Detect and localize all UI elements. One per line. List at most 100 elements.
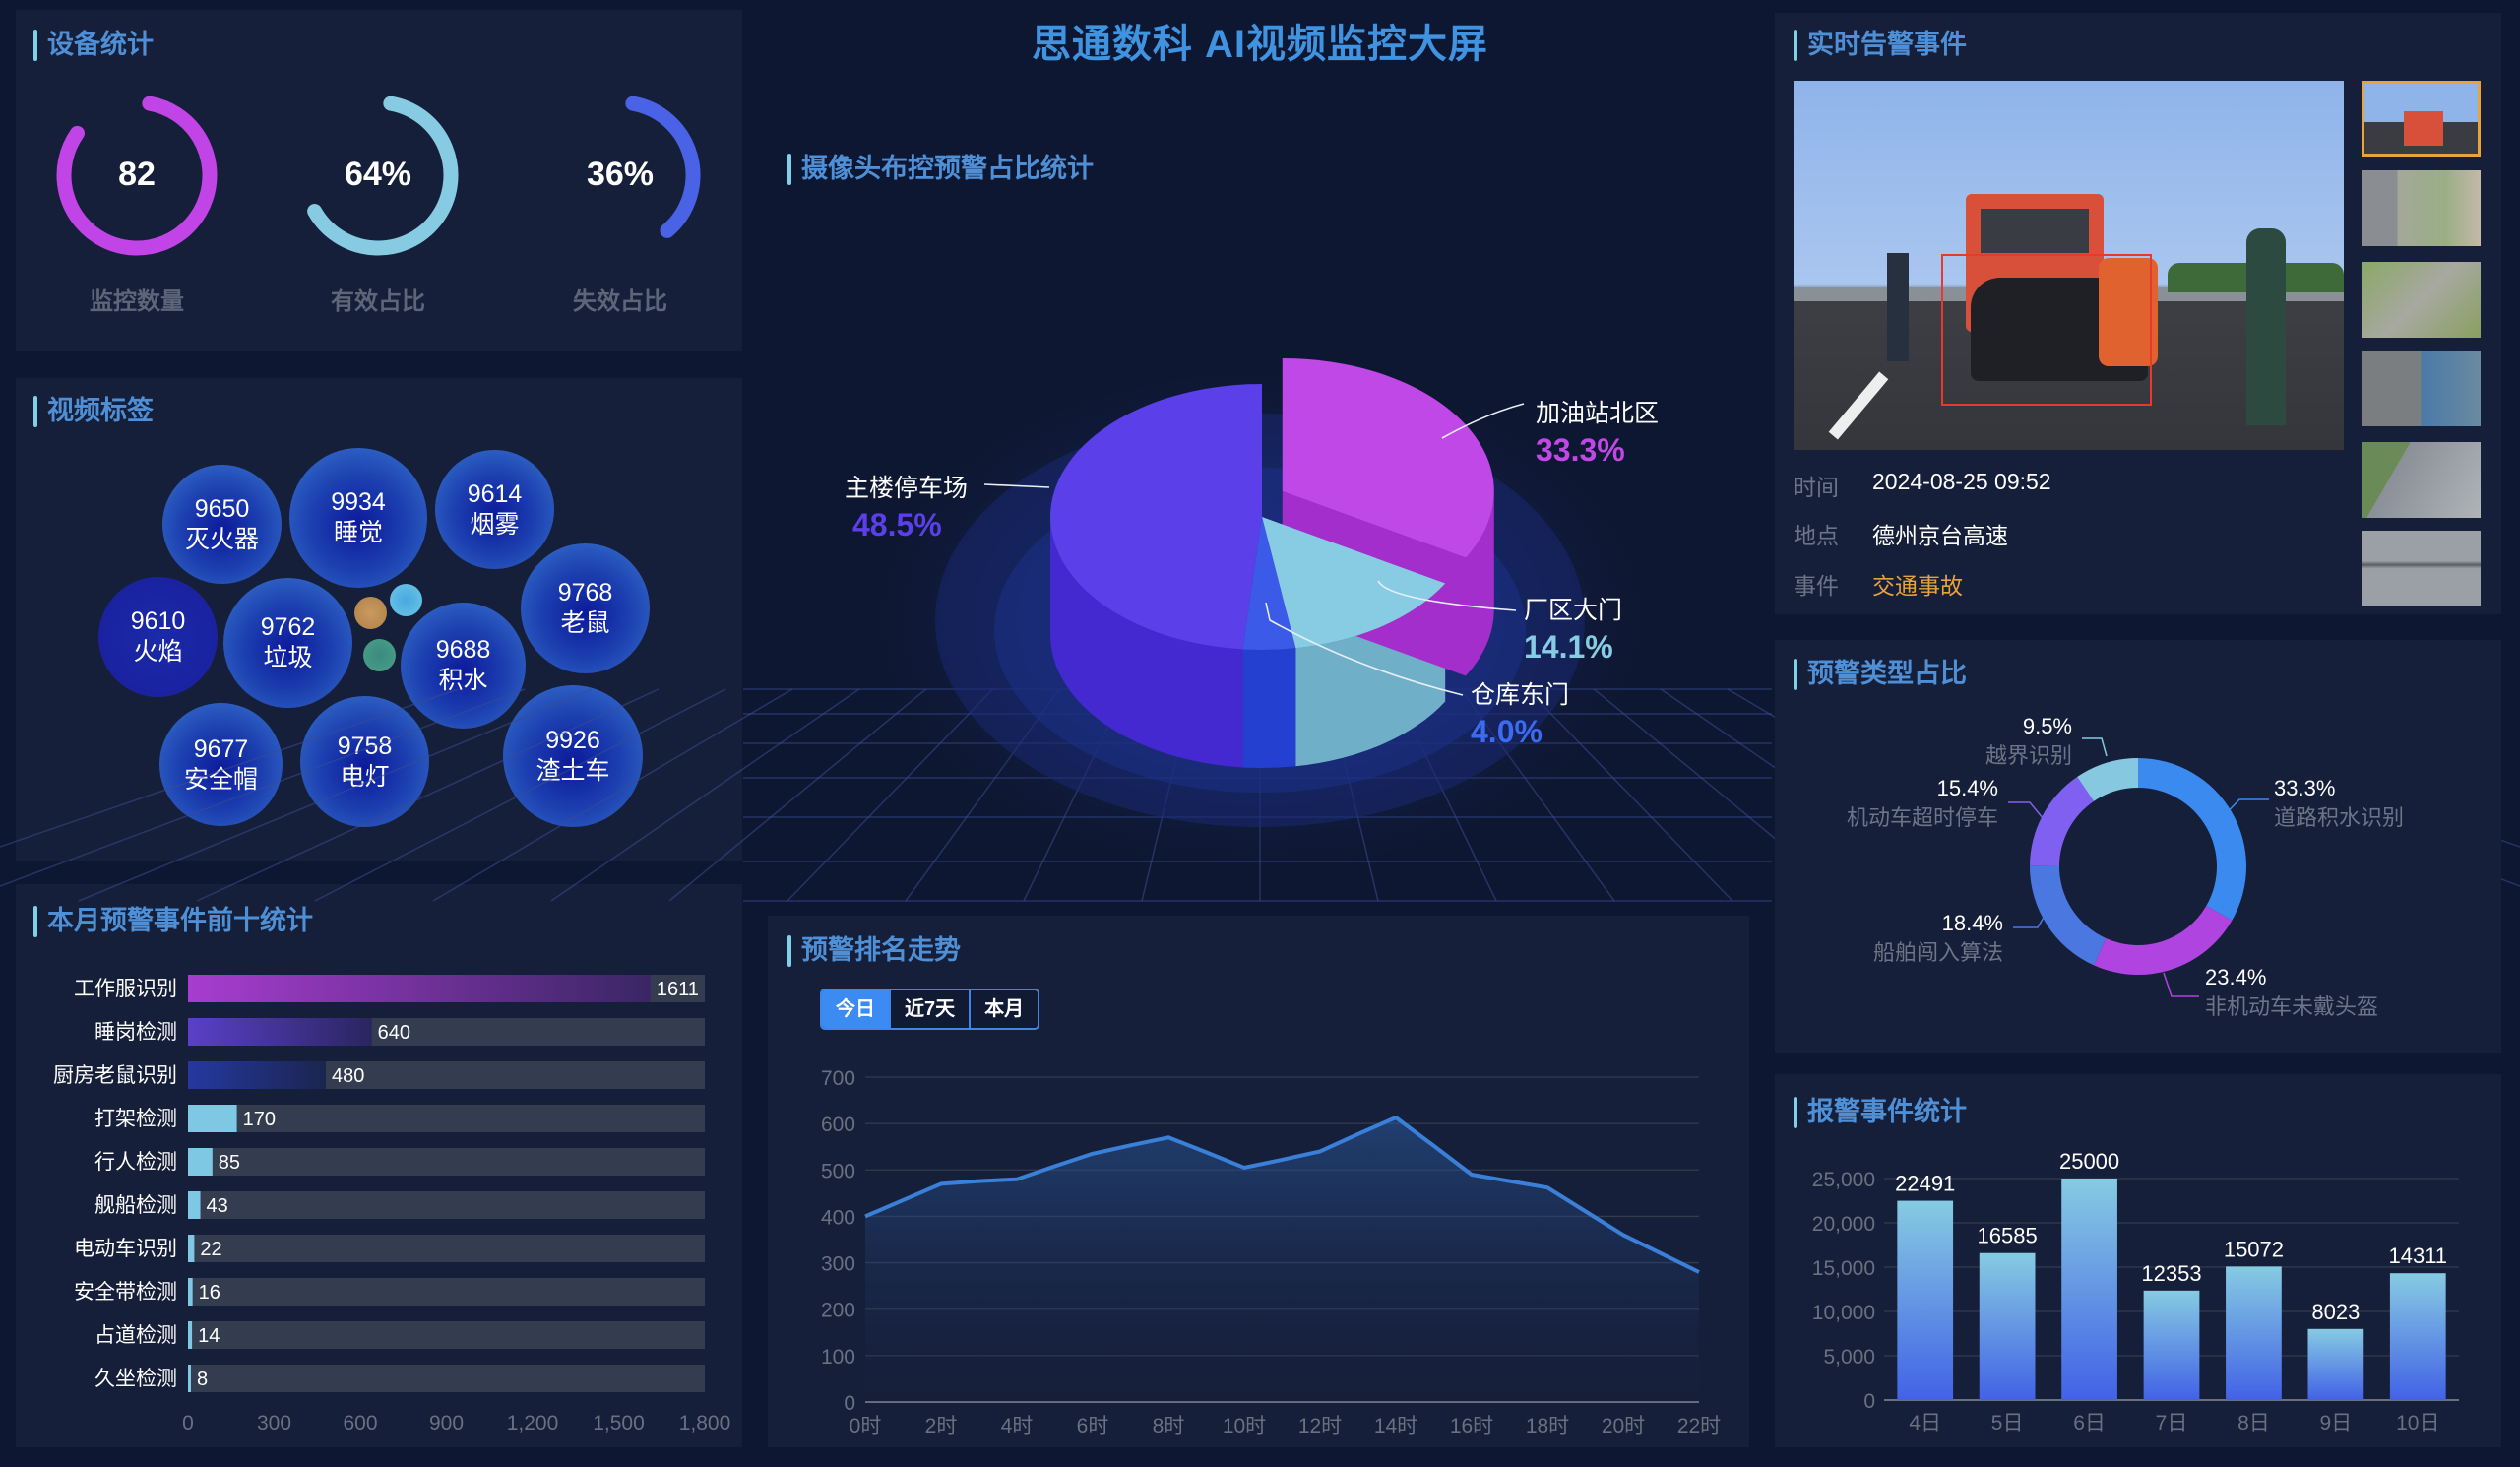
thumbnail[interactable] bbox=[2362, 442, 2481, 518]
tag-bubble[interactable]: 9650 灭火器 bbox=[162, 465, 282, 584]
tab-month[interactable]: 本月 bbox=[969, 990, 1039, 1028]
gauge-label: 有效占比 bbox=[331, 288, 425, 315]
tag-bubble[interactable]: 9934 睡觉 bbox=[289, 448, 427, 588]
pie-base-ring bbox=[935, 414, 1585, 827]
pie-slice-top bbox=[1262, 517, 1446, 649]
tag-bubble[interactable]: 9610 火焰 bbox=[98, 577, 218, 697]
floor-grid-line bbox=[905, 688, 1060, 902]
gauge-label: 监控数量 bbox=[90, 288, 184, 315]
tag-bubble[interactable]: 9926 渣土车 bbox=[503, 685, 643, 827]
tag-count: 9926 bbox=[545, 727, 600, 754]
device-stats-title: 设备统计 bbox=[33, 28, 154, 61]
pie-slice-wall bbox=[1282, 491, 1466, 676]
pie-slice-side bbox=[1242, 648, 1296, 768]
location-label: 地点 bbox=[1794, 523, 1839, 548]
tag-bubble[interactable]: 9758 电灯 bbox=[300, 696, 429, 827]
tag-count: 9762 bbox=[260, 613, 316, 641]
camera-pie-title: 摄像头布控预警占比统计 bbox=[788, 152, 1094, 185]
tag-count: 9614 bbox=[467, 479, 523, 508]
thumbnail[interactable] bbox=[2362, 170, 2481, 246]
floor-grid-line bbox=[1393, 688, 1497, 902]
event-label: 事件 bbox=[1794, 573, 1839, 599]
alarm-stats-title: 报警事件统计 bbox=[1794, 1095, 1967, 1128]
pie-leader-line bbox=[1265, 602, 1464, 696]
tag-label: 烟雾 bbox=[470, 510, 520, 539]
rescuers bbox=[2099, 258, 2158, 366]
pie-slice-pct: 4.0% bbox=[1471, 714, 1543, 749]
tag-bubble[interactable]: 9688 积水 bbox=[401, 603, 526, 729]
tag-count: 9610 bbox=[130, 607, 186, 635]
thumbnail[interactable] bbox=[2362, 531, 2481, 606]
alert-snapshot[interactable] bbox=[1794, 81, 2344, 450]
tag-count: 9677 bbox=[193, 734, 249, 763]
pie-slice-pct: 14.1% bbox=[1524, 629, 1613, 665]
floor-grid-line bbox=[1141, 688, 1194, 902]
pie-slice-side bbox=[1295, 583, 1446, 767]
tag-label: 积水 bbox=[438, 667, 488, 694]
tag-dot-green bbox=[363, 639, 396, 671]
tab-7days[interactable]: 近7天 bbox=[889, 990, 970, 1028]
top10-panel bbox=[16, 884, 742, 1447]
gauge-label: 失效占比 bbox=[573, 288, 667, 315]
realtime-alert-title: 实时告警事件 bbox=[1794, 28, 1967, 61]
pie-slice-top bbox=[1050, 384, 1262, 650]
floor-grid-line bbox=[1526, 688, 1733, 902]
alert-types-title: 预警类型占比 bbox=[1794, 657, 1967, 690]
floor-grid-line bbox=[1326, 688, 1379, 902]
tag-label: 渣土车 bbox=[536, 757, 610, 785]
gauge-value: 36% bbox=[586, 156, 655, 193]
trend-title: 预警排名走势 bbox=[788, 933, 961, 967]
pie-slice-label: 主楼停车场 bbox=[845, 475, 968, 502]
pie-leader-line bbox=[983, 483, 1050, 488]
truck-window bbox=[1981, 209, 2089, 253]
lane-marking bbox=[1828, 371, 1889, 440]
tag-count: 9688 bbox=[435, 636, 491, 664]
event-value: 交通事故 bbox=[1872, 573, 1963, 599]
alarm-stats-panel bbox=[1775, 1074, 2501, 1447]
page-title: 思通数科 AI视频监控大屏 bbox=[1031, 23, 1489, 66]
pie-slice-label: 加油站北区 bbox=[1536, 400, 1659, 427]
floor-grid-line bbox=[1460, 688, 1615, 902]
pie-glow bbox=[866, 364, 1654, 876]
tag-bubble[interactable]: 9768 老鼠 bbox=[521, 543, 650, 673]
thumbnail[interactable] bbox=[2362, 262, 2481, 338]
location-value: 德州京台高速 bbox=[1872, 523, 2008, 548]
tag-bubble[interactable]: 9614 烟雾 bbox=[435, 450, 554, 569]
pie-slice-label: 厂区大门 bbox=[1524, 597, 1622, 624]
thumb-car bbox=[2404, 111, 2443, 146]
tag-label: 睡觉 bbox=[333, 519, 383, 546]
tag-dot-cyan bbox=[390, 584, 422, 616]
thumbnail[interactable] bbox=[2362, 351, 2481, 426]
time-label: 时间 bbox=[1794, 475, 1839, 500]
man bbox=[2246, 228, 2286, 425]
pie-base-ring bbox=[994, 468, 1526, 793]
pie-slice-top bbox=[1282, 358, 1494, 558]
pie-slice-side bbox=[1465, 491, 1494, 676]
pie-slice-pct: 33.3% bbox=[1536, 432, 1625, 468]
pie-slice-pct: 48.5% bbox=[852, 507, 942, 542]
officer bbox=[1887, 253, 1909, 361]
video-tags-title: 视频标签 bbox=[33, 394, 154, 427]
tag-count: 9934 bbox=[331, 488, 386, 516]
top10-title: 本月预警事件前十统计 bbox=[33, 904, 313, 937]
tag-dot-orange bbox=[354, 597, 387, 629]
tag-count: 9650 bbox=[194, 494, 250, 523]
tag-label: 灭火器 bbox=[184, 525, 259, 553]
tag-label: 火焰 bbox=[133, 638, 183, 666]
tab-today[interactable]: 今日 bbox=[822, 990, 889, 1028]
tag-label: 电灯 bbox=[340, 762, 390, 791]
tag-label: 老鼠 bbox=[560, 609, 610, 637]
floor-grid-line bbox=[787, 688, 994, 902]
gauge-value: 64% bbox=[344, 156, 412, 193]
tag-label: 安全帽 bbox=[183, 765, 258, 794]
gauge-value: 82 bbox=[118, 156, 156, 193]
floor-grid-line bbox=[1023, 688, 1127, 902]
tag-bubble[interactable]: 9762 垃圾 bbox=[223, 578, 352, 708]
detection-box bbox=[1941, 254, 2152, 406]
pie-slice-side bbox=[1050, 517, 1243, 768]
alert-types-panel bbox=[1775, 640, 2501, 1053]
tag-label: 垃圾 bbox=[263, 644, 313, 671]
tag-bubble[interactable]: 9677 安全帽 bbox=[159, 703, 283, 826]
tag-count: 9758 bbox=[337, 732, 393, 760]
thumbnail[interactable] bbox=[2362, 81, 2481, 157]
